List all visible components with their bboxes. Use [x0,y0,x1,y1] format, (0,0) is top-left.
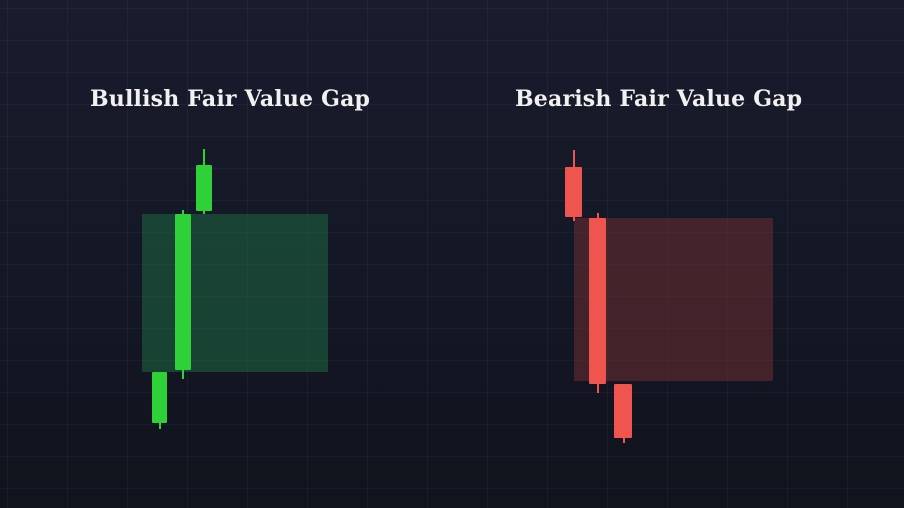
bearish-title: Bearish Fair Value Gap [515,86,803,112]
bullish-title: Bullish Fair Value Gap [90,86,371,112]
candle-body [589,218,606,384]
bullish-gap-zone [142,214,328,372]
candle-body [175,214,191,370]
candle-body [565,167,582,217]
candle-body [152,372,167,423]
candle-body [196,165,212,211]
bearish-gap-zone [574,218,773,381]
candle-body [614,384,632,438]
